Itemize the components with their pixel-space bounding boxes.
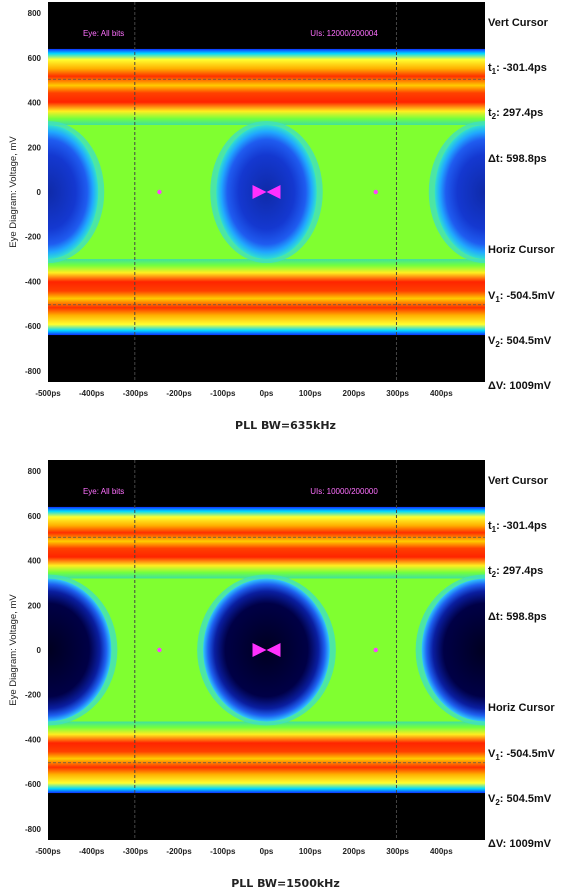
- y-tick-label: 0: [37, 188, 42, 197]
- x-tick-label: 200ps: [343, 389, 366, 398]
- x-tick-label: 400ps: [430, 847, 453, 856]
- x-tick-label: -100ps: [210, 389, 236, 398]
- x-tick-label: 100ps: [299, 389, 322, 398]
- y-tick-label: 200: [28, 601, 42, 610]
- delta-t-readout: Δt: 598.8ps: [488, 153, 547, 165]
- y-tick-label: -400: [25, 735, 42, 744]
- t2-readout: t2: 297.4ps: [488, 565, 544, 580]
- eye-opening: [434, 124, 485, 260]
- y-tick-label: -800: [25, 825, 42, 834]
- overlay-right-label: UIs: 10000/200000: [310, 487, 378, 496]
- t2-readout: t2: 297.4ps: [488, 107, 544, 122]
- y-tick-label: -200: [25, 233, 42, 242]
- x-tick-label: -500ps: [35, 389, 61, 398]
- lower-rail: [48, 259, 485, 336]
- center-marker-left: [252, 643, 267, 657]
- eye-opening: [48, 578, 112, 722]
- eye-diagram-panel-1: Eye: All bits UIs: 12000/200004 800 600 400 2…: [0, 0, 571, 430]
- upper-rail: [48, 48, 485, 125]
- horiz-cursor-title: Horiz Cursor: [488, 702, 555, 714]
- delta-t-readout: Δt: 598.8ps: [488, 611, 547, 623]
- crossing-marker: [157, 189, 162, 195]
- v1-readout: V1: -504.5mV: [488, 290, 555, 305]
- upper-rail: [48, 506, 485, 579]
- x-tick-label: 100ps: [299, 847, 322, 856]
- t1-readout: t1: -301.4ps: [488, 62, 547, 77]
- y-tick-label: -600: [25, 322, 42, 331]
- y-tick-label: 600: [28, 512, 42, 521]
- x-tick-label: 300ps: [386, 389, 409, 398]
- vert-cursor-title: Vert Cursor: [488, 475, 548, 487]
- crossing-marker: [157, 647, 162, 653]
- overlay-left-label: Eye: All bits: [83, 487, 124, 496]
- x-tick-label: 300ps: [386, 847, 409, 856]
- y-tick-label: 0: [37, 646, 42, 655]
- eye-opening: [48, 124, 99, 260]
- x-tick-label: 200ps: [343, 847, 366, 856]
- y-tick-label: 800: [28, 467, 42, 476]
- horiz-cursor-title: Horiz Cursor: [488, 244, 555, 256]
- x-tick-label: -500ps: [35, 847, 61, 856]
- y-tick-label: 400: [28, 99, 42, 108]
- chart-caption-2: PLL BW=1500kHz: [231, 877, 340, 890]
- x-tick-label: -300ps: [123, 847, 149, 856]
- v1-readout: V1: -504.5mV: [488, 748, 555, 763]
- x-tick-label: -200ps: [166, 389, 192, 398]
- x-tick-label: 400ps: [430, 389, 453, 398]
- center-marker-left: [252, 185, 267, 199]
- y-tick-label: 400: [28, 557, 42, 566]
- y-tick-label: -200: [25, 691, 42, 700]
- crossing-marker: [373, 189, 378, 195]
- y-tick-label: -800: [25, 367, 42, 376]
- x-tick-label: -400ps: [79, 389, 105, 398]
- y-tick-label: -400: [25, 277, 42, 286]
- cursor-readout-panel-2: Vert Cursor t1: -301.4ps t2: 297.4ps Δt:…: [488, 458, 571, 863]
- y-axis-label: Eye Diagram: Voltage, mV: [8, 136, 19, 248]
- eye-diagram-chart-2: Eye: All bits UIs: 10000/200000 800 600 400 2…: [8, 460, 485, 856]
- eye-opening: [421, 578, 485, 722]
- x-tick-label: -100ps: [210, 847, 236, 856]
- x-tick-label: 0ps: [260, 847, 274, 856]
- x-tick-label: -200ps: [166, 847, 192, 856]
- center-marker-right: [266, 185, 281, 199]
- v2-readout: V2: 504.5mV: [488, 335, 552, 350]
- y-tick-label: 600: [28, 54, 42, 63]
- x-tick-label: -400ps: [79, 847, 105, 856]
- delta-v-readout: ΔV: 1009mV: [488, 838, 551, 850]
- x-tick-label: 0ps: [260, 389, 274, 398]
- delta-v-readout: ΔV: 1009mV: [488, 380, 551, 392]
- vert-cursor-title: Vert Cursor: [488, 17, 548, 29]
- y-axis-label: Eye Diagram: Voltage, mV: [8, 594, 19, 706]
- y-tick-label: -600: [25, 780, 42, 789]
- v2-readout: V2: 504.5mV: [488, 793, 552, 808]
- center-marker-right: [266, 643, 281, 657]
- eye-diagram-panel-2: Eye: All bits UIs: 10000/200000 800 600 400 2…: [0, 458, 571, 888]
- crossing-marker: [373, 647, 378, 653]
- t1-readout: t1: -301.4ps: [488, 520, 547, 535]
- overlay-right-label: UIs: 12000/200004: [310, 29, 378, 38]
- chart-caption-1: PLL BW=635kHz: [235, 419, 336, 432]
- y-tick-label: 200: [28, 143, 42, 152]
- y-tick-label: 800: [28, 9, 42, 18]
- x-tick-label: -300ps: [123, 389, 149, 398]
- eye-pattern: [48, 506, 485, 794]
- lower-rail: [48, 721, 485, 794]
- eye-diagram-chart-1: Eye: All bits UIs: 12000/200004 800 600 400 2…: [8, 2, 485, 398]
- cursor-readout-panel-1: Vert Cursor t1: -301.4ps t2: 297.4ps Δt:…: [488, 0, 571, 405]
- overlay-left-label: Eye: All bits: [83, 29, 124, 38]
